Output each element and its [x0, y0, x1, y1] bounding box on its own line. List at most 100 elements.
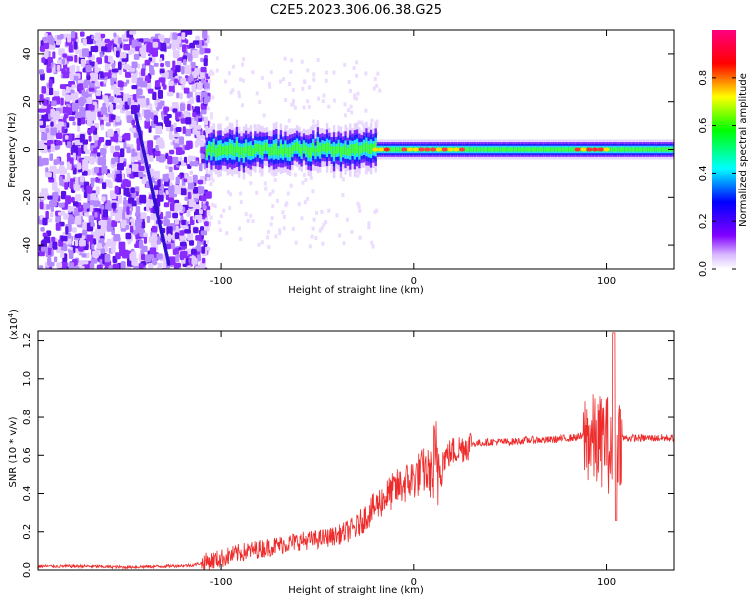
heatmap-cell — [137, 98, 141, 105]
heatmap-cell — [174, 219, 180, 225]
heatmap-cell — [543, 147, 546, 152]
heatmap-cell — [123, 44, 131, 51]
heatmap-cell — [273, 177, 277, 182]
heatmap-cell — [183, 87, 190, 94]
heatmap-cell — [49, 153, 54, 161]
heatmap-cell — [175, 176, 180, 185]
heatmap-cell — [39, 94, 44, 100]
heatmap-cell — [82, 83, 89, 89]
heatmap-cell — [508, 147, 511, 152]
heatmap-cell — [104, 253, 111, 263]
heatmap-cell — [522, 147, 525, 152]
heatmap-cell — [191, 258, 198, 265]
heatmap-cell — [659, 147, 662, 152]
heatmap-cell — [107, 173, 112, 178]
heatmap-cell — [239, 200, 243, 205]
heatmap-cell — [626, 147, 629, 152]
heatmap-cell — [115, 105, 122, 110]
heatmap-cell — [355, 73, 359, 78]
snr-ylabel: SNR (10 * v/v) — [8, 416, 19, 487]
heatmap-cell — [469, 147, 472, 152]
heatmap-cell — [375, 119, 379, 124]
heatmap-cell — [430, 147, 437, 152]
heatmap-cell — [111, 73, 117, 79]
heatmap-cell — [151, 225, 158, 233]
heatmap-cell — [47, 57, 53, 63]
heatmap-cell — [120, 148, 125, 158]
heatmap-cell — [221, 146, 225, 155]
heatmap-cell — [164, 70, 168, 79]
heatmap-cell — [189, 97, 195, 104]
heatmap-cell — [303, 79, 306, 84]
heatmap-cell — [300, 59, 304, 64]
heatmap-cell — [168, 85, 175, 94]
heatmap-cell — [306, 99, 310, 104]
heatmap-cell — [80, 31, 85, 37]
heatmap-cell — [143, 232, 148, 237]
heatmap-cell — [179, 241, 187, 247]
heatmap-cell — [490, 147, 493, 152]
heatmap-cell — [100, 248, 105, 254]
heatmap-cell — [50, 121, 54, 127]
heatmap-cell — [39, 144, 46, 152]
heatmap-cell — [169, 149, 175, 155]
heatmap-cell — [195, 209, 200, 216]
heatmap-cell — [232, 64, 236, 69]
heatmap-cell — [360, 120, 364, 125]
heatmap-cell — [155, 125, 163, 135]
heatmap-cell — [93, 157, 98, 162]
heatmap-cell — [53, 90, 60, 97]
heatmap-cell — [187, 233, 192, 241]
heatmap-cell — [95, 228, 101, 237]
heatmap-cell — [40, 192, 47, 201]
heatmap-cell — [246, 218, 250, 223]
heatmap-cell — [90, 61, 95, 67]
heatmap-cell — [271, 189, 275, 194]
heatmap-cell — [497, 147, 500, 152]
heatmap-cell — [210, 176, 213, 181]
heatmap-cell — [266, 235, 270, 240]
heatmap-cell — [96, 57, 102, 65]
heatmap-cell — [302, 143, 306, 151]
heatmap-cell — [153, 185, 160, 190]
snr-series-line — [38, 332, 674, 570]
heatmap-cell — [62, 88, 66, 97]
heatmap-cell — [45, 48, 49, 57]
heatmap-cell — [494, 147, 498, 152]
snr-frame — [37, 330, 675, 571]
heatmap-cell — [172, 247, 179, 255]
heatmap-cell — [86, 75, 91, 80]
heatmap-cell — [554, 147, 558, 152]
heatmap-cell — [54, 145, 59, 151]
heatmap-cell — [100, 227, 106, 234]
heatmap-cell — [160, 42, 167, 52]
heatmap-cell — [189, 42, 196, 49]
heatmap-cell — [42, 217, 48, 226]
heatmap-cell — [175, 127, 182, 132]
heatmap-cell — [198, 186, 205, 195]
heatmap-cell — [56, 64, 61, 71]
heatmap-cell — [275, 143, 278, 155]
heatmap-cell — [171, 244, 176, 250]
heatmap-cell — [327, 104, 331, 109]
heatmap-cell — [453, 147, 460, 152]
heatmap-cell — [199, 163, 203, 172]
heatmap-cell — [189, 155, 197, 161]
heatmap-cell — [619, 147, 623, 152]
heatmap-cell — [86, 96, 93, 104]
heatmap-cell — [209, 182, 213, 186]
heatmap-cell — [113, 133, 119, 143]
heatmap-cell — [187, 54, 193, 62]
heatmap-cell — [310, 234, 314, 239]
heatmap-cell — [82, 229, 88, 237]
heatmap-cell — [237, 90, 241, 95]
heatmap-cell — [123, 187, 130, 196]
heatmap-cell — [118, 37, 122, 44]
heatmap-cell — [90, 222, 95, 227]
heatmap-cell — [249, 145, 252, 156]
colorbar-gradient — [712, 30, 736, 269]
heatmap-cell — [94, 81, 100, 87]
heatmap-cell — [367, 221, 371, 226]
heatmap-cell — [125, 232, 132, 240]
heatmap-cell — [105, 241, 113, 247]
